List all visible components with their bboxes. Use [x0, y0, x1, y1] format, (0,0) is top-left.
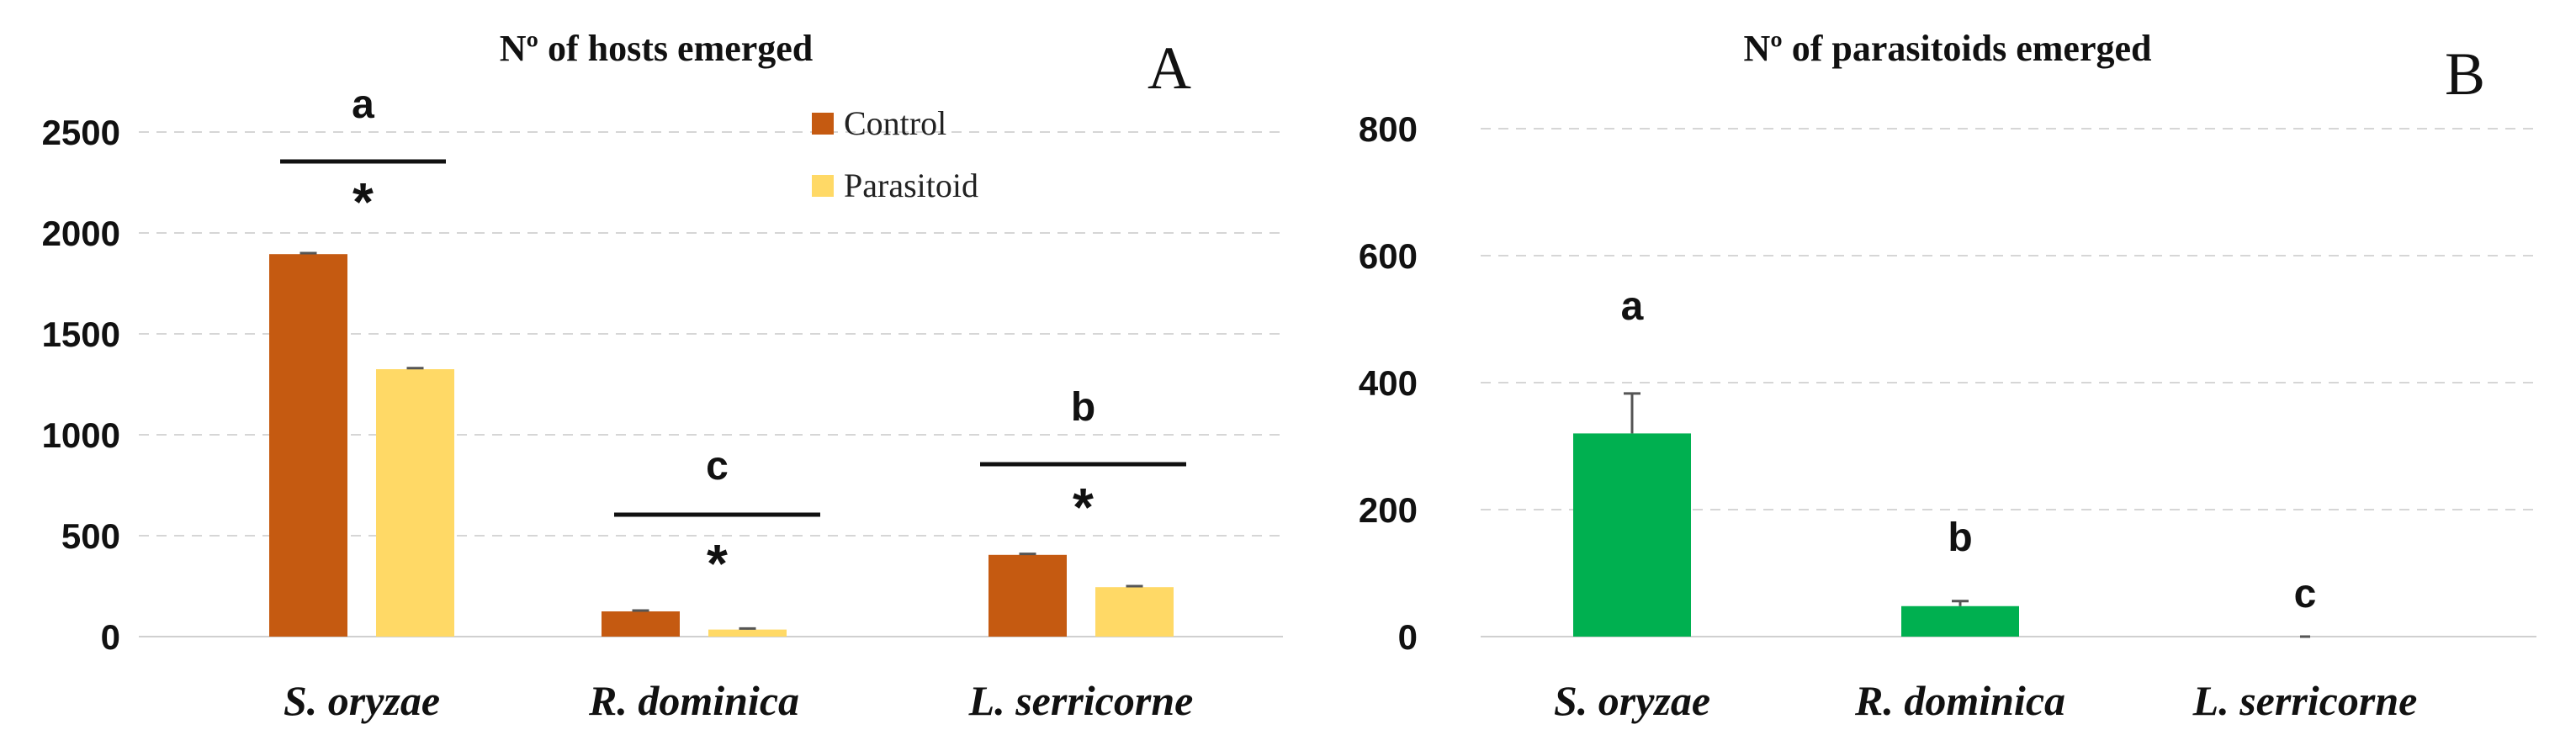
y-tick-label: 1000 — [42, 415, 120, 455]
significance-star: * — [1073, 477, 1094, 537]
significance-star: * — [352, 172, 374, 232]
panel-b-y-axis: 0 200 400 600 800 — [1359, 109, 1418, 657]
x-category-label: R. dominica — [1854, 677, 2065, 724]
bar — [269, 254, 347, 637]
y-tick-label: 2500 — [42, 113, 120, 152]
x-category-label: R. dominica — [588, 677, 799, 724]
y-tick-label: 2000 — [42, 214, 120, 253]
bar — [1095, 587, 1174, 637]
panel-a-y-axis: 0 500 1000 1500 2000 2500 — [42, 113, 120, 657]
panel-a-hosts-emerged: Nº of hosts emerged A 0 500 1000 1500 2000 25… — [42, 28, 1283, 724]
y-tick-label: 600 — [1359, 236, 1418, 276]
group-letter: c — [706, 444, 729, 489]
x-category-label: S. oryzae — [284, 677, 440, 724]
y-tick-label: 400 — [1359, 363, 1418, 403]
significance-star: * — [707, 533, 728, 594]
y-tick-label: 0 — [101, 617, 120, 657]
legend-label-parasitoid: Parasitoid — [844, 167, 978, 204]
panel-b-bars — [1573, 392, 2310, 638]
x-category-label: L. serricorne — [968, 677, 1194, 724]
x-category-label: L. serricorne — [2192, 677, 2418, 724]
group-letter: a — [352, 82, 374, 127]
legend-swatch-control — [812, 113, 834, 135]
panel-a-x-axis: S. oryzae R. dominica L. serricorne — [284, 677, 1193, 724]
y-tick-label: 800 — [1359, 109, 1418, 149]
bar — [1573, 433, 1691, 637]
legend-swatch-parasitoid — [812, 175, 834, 197]
bar — [989, 554, 1067, 637]
bar — [1901, 605, 2019, 637]
panel-a-title: Nº of hosts emerged — [500, 28, 814, 69]
group-letter: b — [1071, 385, 1095, 430]
panel-b-annotations: a b c — [1621, 284, 2317, 616]
panel-b-label: B — [2445, 40, 2485, 108]
bar — [708, 629, 787, 637]
panel-b-title: Nº of parasitoids emerged — [1743, 28, 2151, 69]
panel-a-bars — [269, 251, 1174, 637]
group-letter: a — [1621, 284, 1644, 329]
y-tick-label: 500 — [61, 516, 120, 556]
panel-a-label: A — [1148, 34, 1191, 102]
legend-label-control: Control — [844, 104, 946, 142]
x-category-label: S. oryzae — [1554, 677, 1710, 724]
y-tick-label: 1500 — [42, 315, 120, 354]
bar — [602, 611, 680, 637]
panel-a-legend: Control Parasitoid — [812, 104, 978, 204]
panel-a-annotations: a * c * b * — [280, 82, 1186, 594]
y-tick-label: 0 — [1398, 617, 1418, 657]
bar — [376, 369, 454, 637]
y-tick-label: 200 — [1359, 490, 1418, 530]
panel-b-parasitoids-emerged: Nº of parasitoids emerged B 0 200 400 600 80… — [1359, 28, 2536, 724]
group-letter: c — [2294, 572, 2317, 616]
group-letter: b — [1948, 516, 1972, 560]
panel-b-x-axis: S. oryzae R. dominica L. serricorne — [1554, 677, 2417, 724]
